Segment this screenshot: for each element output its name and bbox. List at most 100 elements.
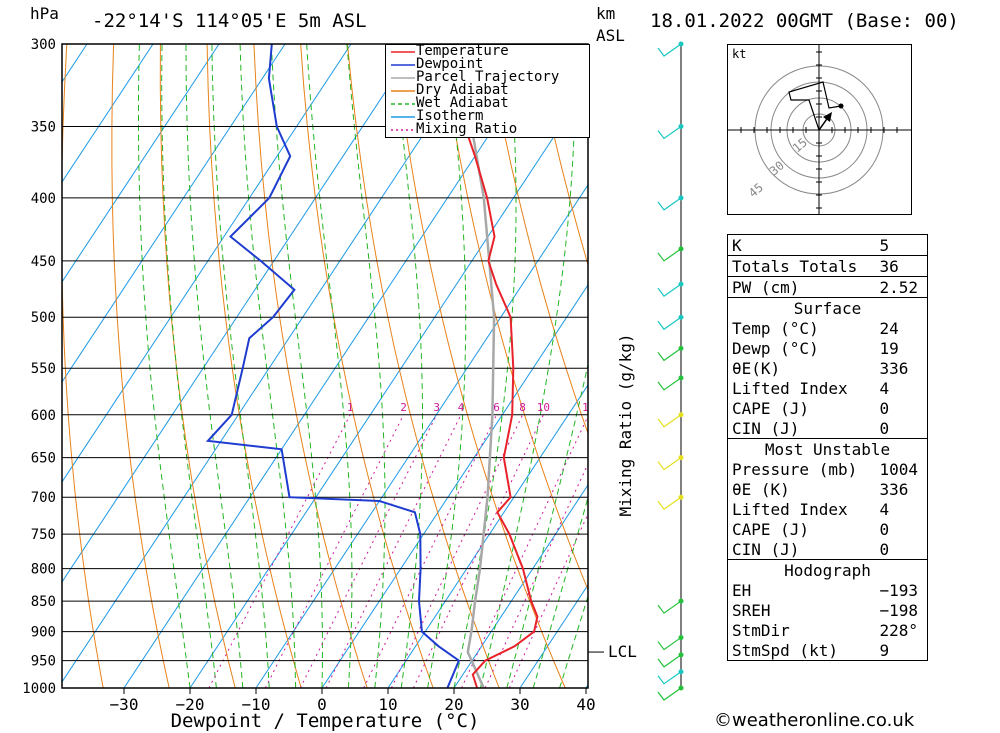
indices-row-label: Dewp (°C) — [727, 338, 876, 358]
legend-item: Dry Adiabat — [390, 82, 589, 98]
x-tick-label: 10 — [378, 695, 397, 714]
pressure-tick-label: 950 — [31, 654, 56, 670]
mixing-ratio-line — [363, 414, 497, 688]
wet-adiabat-line — [306, 44, 353, 688]
indices-row-label: Temp (°C) — [727, 318, 876, 338]
pressure-tick-label: 650 — [31, 451, 56, 467]
profile-curves: 1 2 3 4 6 8 10 16 20 25 — [205, 44, 588, 688]
pressure-tick-label: 300 — [31, 37, 56, 53]
wind-barb — [657, 600, 682, 614]
legend-item: Isotherm — [390, 109, 589, 123]
pressure-tick-label: 900 — [31, 625, 56, 641]
pressure-tick-label: 750 — [31, 527, 56, 543]
tt-value: 36 — [875, 255, 929, 277]
isotherm-line — [62, 44, 484, 683]
most-unstable-title: Most Unstable — [727, 438, 928, 459]
storm-motion-arrowhead — [823, 112, 832, 122]
legend-label: Dewpoint — [416, 56, 484, 72]
mixing-ratio-line — [208, 414, 351, 688]
indices-row-label: EH — [727, 580, 876, 600]
dry-adiabat-line — [534, 44, 588, 267]
indices-row-label: StmSpd (kt) — [727, 640, 876, 661]
indices-row: StmDir 228° — [727, 620, 929, 640]
mixing-ratio-tick-label: 3 — [433, 401, 440, 414]
legend-swatch — [391, 50, 415, 53]
x-tick-label: 30 — [510, 695, 529, 714]
indices-row-value: 336 — [875, 479, 929, 499]
lcl-label: LCL — [608, 642, 637, 661]
legend-item: Parcel Trajectory — [390, 69, 589, 85]
indices-row-label: CIN (J) — [727, 418, 876, 439]
indices-row-label: CIN (J) — [727, 539, 876, 560]
indices-row: SREH −198 — [727, 600, 929, 620]
indices-row: CAPE (J) 0 — [727, 519, 929, 539]
mixing-ratio-axis-label: Mixing Ratio (g/kg) — [616, 333, 635, 516]
indices-row-value: 9 — [875, 640, 929, 661]
indices-row: Temp (°C) 24 — [727, 318, 929, 338]
indices-row-value: 0 — [875, 418, 929, 439]
x-tick-label: 0 — [317, 695, 327, 714]
parcel-trajectory-line — [455, 44, 496, 688]
legend-label: Wet Adiabat — [416, 95, 509, 111]
indices-row-label: Lifted Index — [727, 499, 876, 519]
pressure-tick-label: 500 — [31, 310, 56, 326]
wind-barb — [657, 637, 682, 651]
mixing-ratio-tick-label: 8 — [519, 401, 526, 414]
wind-barb — [657, 43, 682, 57]
pw-label: PW (cm) — [727, 276, 876, 298]
wet-adiabat-line — [270, 44, 323, 688]
legend-label: Mixing Ratio — [416, 121, 518, 137]
wind-barb — [657, 283, 682, 297]
legend-label: Dry Adiabat — [416, 82, 509, 98]
hodograph-trace — [788, 81, 842, 131]
isotherm-line — [321, 284, 588, 688]
wind-barbs — [657, 41, 684, 701]
legend-swatch — [391, 89, 415, 92]
indices-row: Lifted Index 4 — [727, 378, 929, 398]
indices-row-label: StmDir — [727, 620, 876, 640]
k-value: 5 — [875, 234, 929, 256]
legend-label: Parcel Trajectory — [416, 69, 560, 85]
pressure-tick-label: 350 — [31, 119, 56, 135]
isotherm-line — [0, 44, 21, 688]
x-tick-label: −10 — [242, 695, 271, 714]
credit-text: ©weatheronline.co.uk — [714, 710, 915, 731]
surface-title: Surface — [727, 297, 928, 318]
indices-row: StmSpd (kt) 9 — [727, 640, 929, 661]
indices-row-label: Lifted Index — [727, 378, 876, 398]
indices-row: Dewp (°C) 19 — [727, 338, 929, 358]
indices-row-value: 336 — [875, 358, 929, 378]
pressure-tick-label: 800 — [31, 562, 56, 578]
wet-adiabat-line — [161, 44, 217, 688]
dewpoint-line — [205, 44, 461, 688]
legend-swatch — [391, 128, 415, 131]
wind-barb — [657, 316, 682, 331]
indices-row-label: CAPE (J) — [727, 519, 876, 539]
wind-barb — [657, 414, 682, 428]
legend: Temperature Dewpoint Parcel Trajectory Dry … — [385, 44, 590, 138]
indices-row-label: θE (K) — [727, 479, 876, 499]
hodograph-point — [838, 103, 844, 109]
indices-row-label: Pressure (mb) — [727, 459, 876, 479]
indices-row: θE(K) 336 — [727, 358, 929, 378]
height-unit-label: km — [596, 4, 616, 23]
wet-adiabat-line — [427, 44, 467, 688]
indices-row-value: 19 — [875, 338, 929, 358]
wet-adiabat-line — [346, 44, 386, 688]
indices-row-value: −198 — [875, 600, 929, 620]
wind-barb — [657, 125, 682, 140]
mixing-ratio-tick-label: 2 — [400, 401, 407, 414]
x-tick-label: 20 — [444, 695, 463, 714]
pressure-tick-label: 1000 — [22, 681, 56, 697]
legend-swatch — [391, 102, 415, 105]
pressure-tick-label: 600 — [31, 408, 56, 424]
wind-barb — [657, 496, 682, 511]
indices-row-value: 4 — [875, 378, 929, 398]
pressure-tick-label: 400 — [31, 191, 56, 207]
indices-row-value: 228° — [875, 620, 929, 640]
location-title: -22°14'S 114°05'E 5m ASL — [92, 10, 367, 32]
legend-label: Temperature — [416, 43, 509, 59]
